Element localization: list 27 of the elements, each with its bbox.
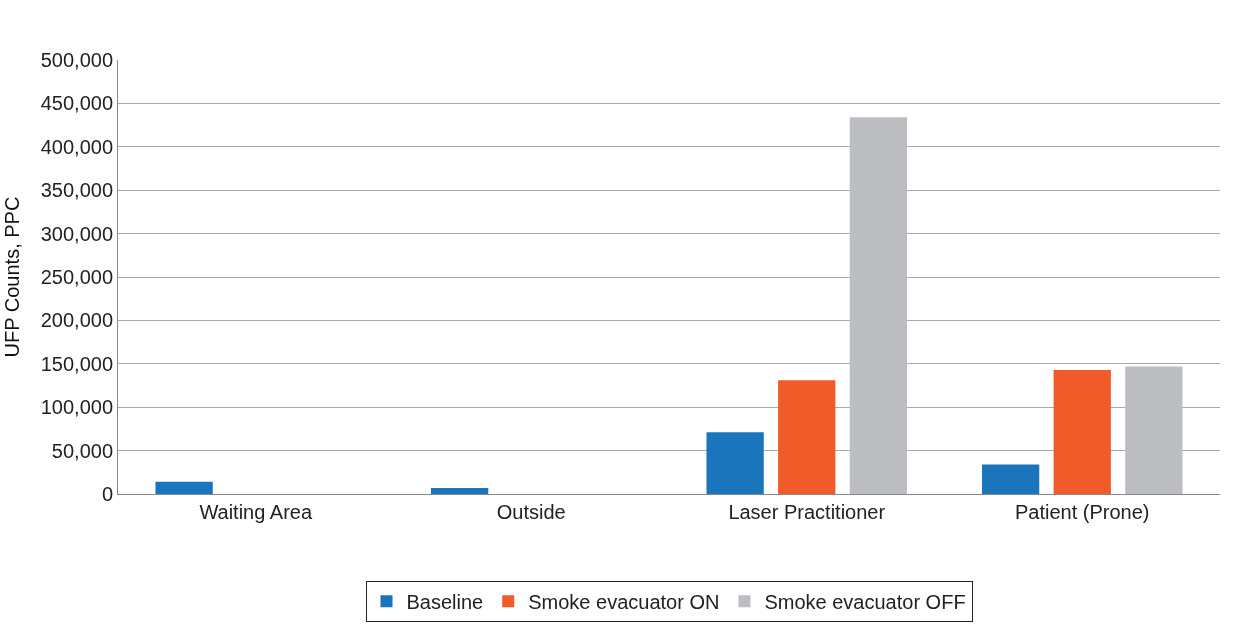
legend-label: Baseline bbox=[406, 591, 484, 614]
bar bbox=[1125, 366, 1183, 494]
y-tick-label: 200,000 bbox=[40, 309, 113, 332]
y-axis-title: UFP Counts, PPC bbox=[1, 196, 24, 358]
x-tick-label: Waiting Area bbox=[199, 501, 313, 523]
y-tick-label: 350,000 bbox=[40, 179, 113, 202]
bar bbox=[1053, 369, 1111, 494]
y-tick-label: 150,000 bbox=[40, 352, 113, 375]
x-tick-label: Outside bbox=[496, 501, 566, 523]
bar bbox=[155, 481, 213, 494]
y-tick-label: 50,000 bbox=[51, 439, 113, 462]
y-tick-label: 0 bbox=[101, 483, 113, 505]
y-tick-label: 100,000 bbox=[40, 396, 113, 419]
y-tick-label: 300,000 bbox=[40, 222, 113, 245]
y-tick-label: 450,000 bbox=[40, 92, 113, 115]
legend-label: Smoke evacuator ON bbox=[528, 591, 720, 614]
bar bbox=[849, 117, 908, 494]
bar bbox=[981, 464, 1040, 494]
x-tick-label: Laser Practitioner bbox=[728, 501, 886, 523]
y-tick-label: 400,000 bbox=[40, 135, 113, 158]
x-tick-label: Patient (Prone) bbox=[1014, 501, 1150, 523]
bar bbox=[778, 380, 836, 494]
bar bbox=[430, 487, 489, 494]
y-tick-label: 250,000 bbox=[40, 266, 113, 288]
bar bbox=[706, 432, 764, 494]
y-tick-label: 500,000 bbox=[40, 49, 113, 71]
legend-label: Smoke evacuator OFF bbox=[764, 591, 966, 614]
